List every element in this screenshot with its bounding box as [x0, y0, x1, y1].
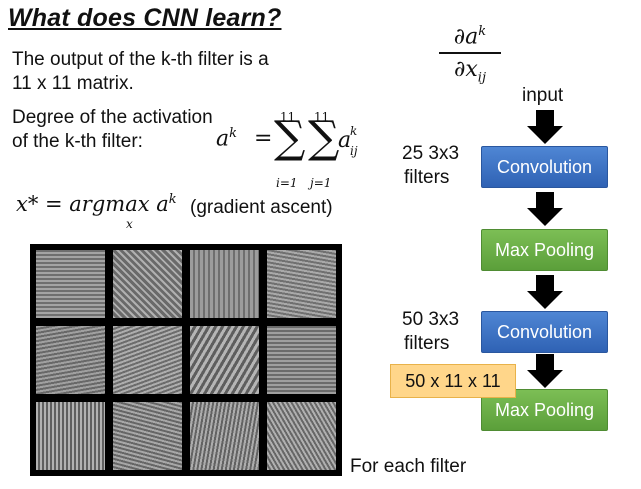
formula-a: ak: [216, 126, 238, 152]
convolution-box-2: Convolution: [481, 311, 608, 353]
convolution-box-1: Convolution: [481, 146, 608, 188]
arrow-down-icon: [527, 110, 563, 144]
filters-label-1-count: 25 3x3: [402, 143, 460, 164]
partial-derivative: ∂ak ∂xij: [437, 24, 503, 85]
filter-visualization: [36, 326, 105, 394]
input-label: input: [522, 85, 564, 106]
sum-i-symbol: ∑: [274, 112, 306, 163]
output-description: The output of the k-th filter is a 11 x …: [12, 48, 269, 96]
output-line-1: The output of the k-th filter is a: [12, 49, 269, 70]
filter-visualization: [113, 402, 182, 470]
arrow-down-icon: [527, 275, 563, 309]
filter-visualization: [267, 402, 336, 470]
max-pooling-box-1: Max Pooling: [481, 229, 608, 271]
formula-aij: a k ij: [338, 124, 358, 158]
filter-visualization: [190, 402, 259, 470]
filter-visualization: [190, 250, 259, 318]
gradient-ascent-label: (gradient ascent): [190, 197, 333, 218]
sum-j-upper: 11: [314, 110, 330, 124]
filters-label-2-count: 50 3x3: [402, 309, 460, 330]
activation-line-2: of the k-th filter:: [12, 131, 143, 152]
filters-label-1-word: filters: [404, 167, 450, 188]
filter-visualization: [267, 326, 336, 394]
output-shape-badge: 50 x 11 x 11: [390, 364, 516, 398]
max-pooling-box-2: Max Pooling: [481, 389, 608, 431]
filters-label-2-word: filters: [404, 333, 450, 354]
filter-visualization: [113, 250, 182, 318]
filter-visualization: [113, 326, 182, 394]
activation-formula: ak = 11 ∑ i=1 11 ∑ j=1 a k ij: [216, 86, 366, 196]
filter-visualization: [36, 250, 105, 318]
activation-line-1: Degree of the activation: [12, 107, 213, 128]
formula-equals: =: [254, 126, 273, 151]
filter-visualization: [267, 250, 336, 318]
filter-visualization: [190, 326, 259, 394]
sum-i-upper: 11: [280, 110, 296, 124]
filter-visualization-grid: [30, 244, 342, 476]
sum-j-symbol: ∑: [308, 112, 340, 163]
arrow-down-icon: [527, 354, 563, 388]
activation-description: Degree of the activation of the k-th fil…: [12, 106, 213, 154]
for-each-filter-label: For each filter: [350, 456, 467, 477]
arrow-down-icon: [527, 192, 563, 226]
filters-label-1: 25 3x3 filters: [402, 142, 459, 190]
argmax-formula: x* = argmax ak x: [16, 192, 177, 231]
sum-i-lower: i=1: [276, 176, 298, 190]
filter-visualization: [36, 402, 105, 470]
filters-label-2: 50 3x3 filters: [402, 308, 459, 356]
output-line-2: 11 x 11 matrix.: [12, 73, 134, 94]
sum-j-lower: j=1: [310, 176, 332, 190]
slide-title: What does CNN learn?: [8, 4, 282, 32]
